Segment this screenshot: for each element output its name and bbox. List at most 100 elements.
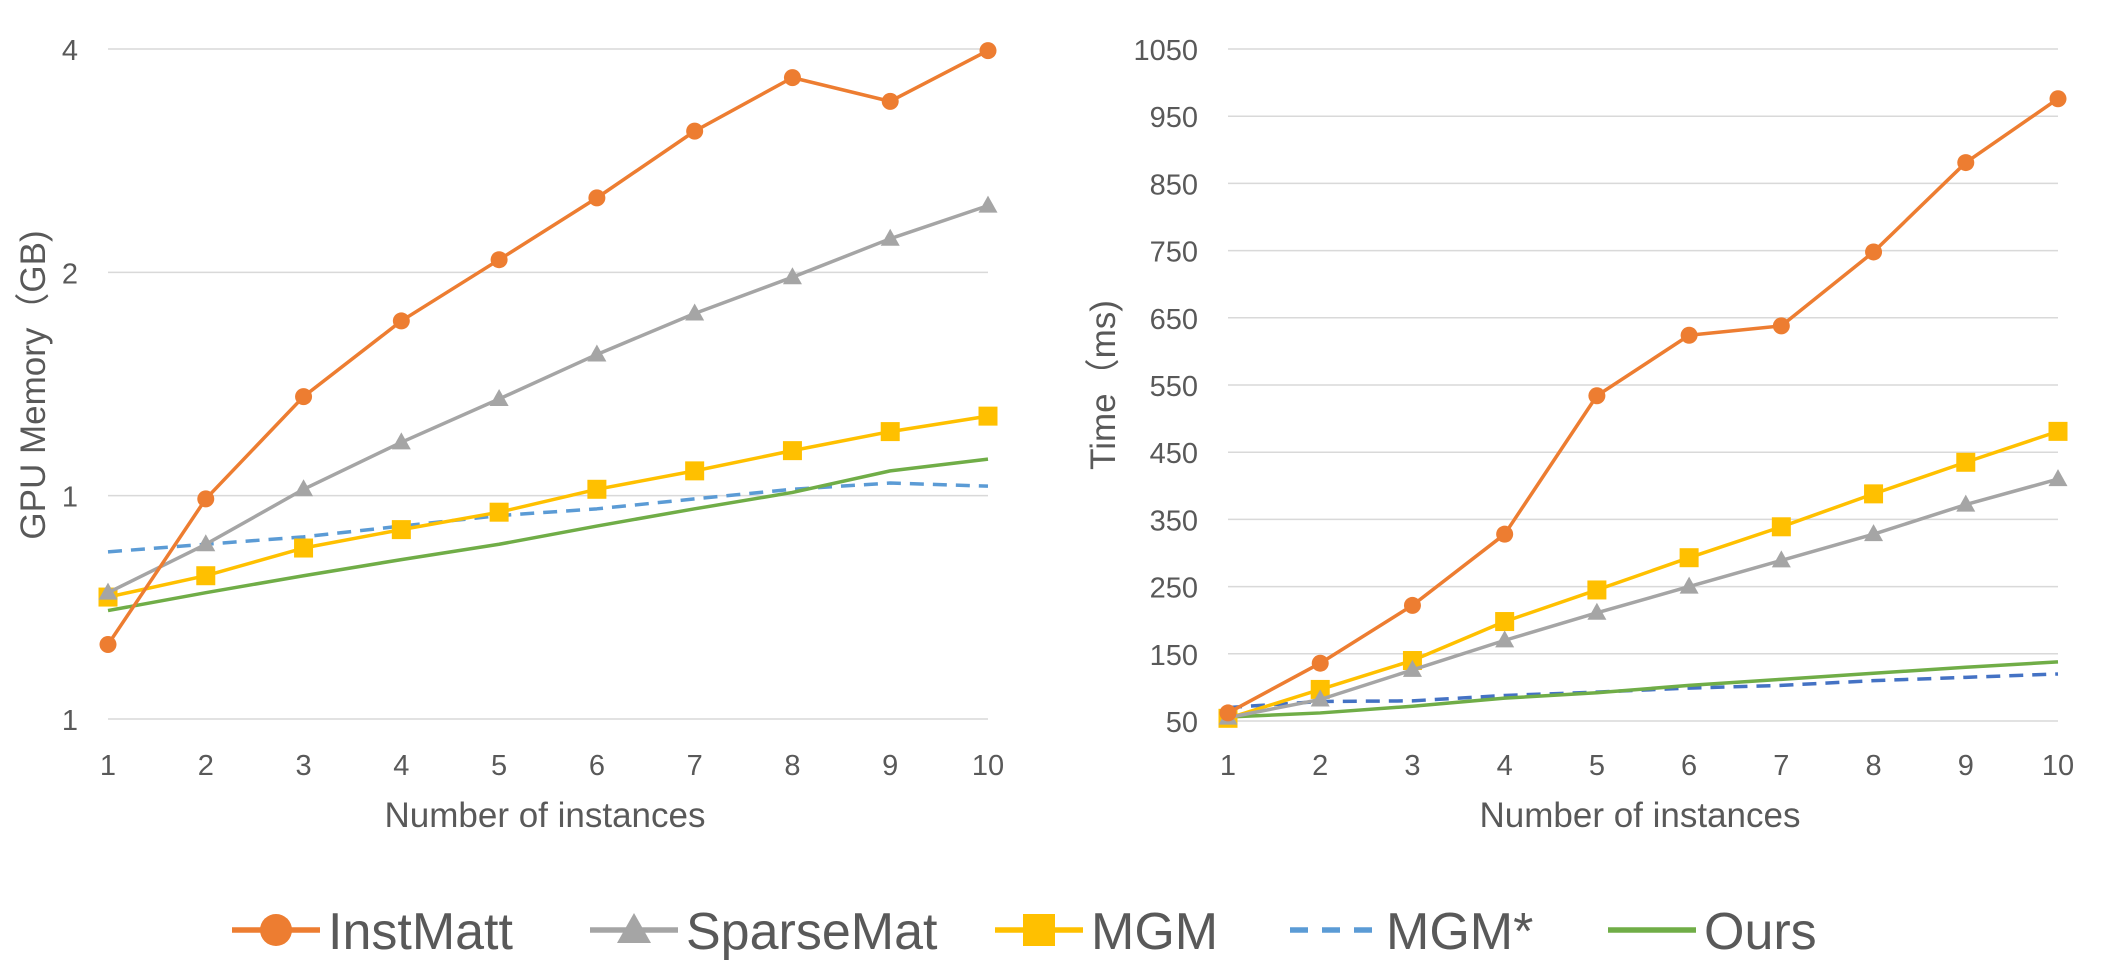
legend-label-sparsemat: SparseMat	[686, 903, 938, 961]
memory-point-sparsemat	[587, 344, 607, 362]
memory-point-mgm	[587, 479, 607, 499]
time-point-instmatt	[1865, 243, 1883, 261]
time-y-tick-label: 650	[1150, 304, 1198, 336]
time-line-ours	[1227, 660, 2059, 719]
time-x-tick-label: 3	[1404, 750, 1420, 782]
time-chart: 50 150 250 350 450 550 650 750 850 950 1050 1 2 3 4 5 6…	[1084, 35, 2074, 835]
memory-point-instmatt	[295, 388, 313, 406]
memory-y-tick-label: 1	[62, 705, 78, 737]
time-y-tick-label: 850	[1150, 169, 1198, 201]
memory-point-sparsemat	[880, 228, 900, 246]
memory-y-tick-label: 2	[62, 258, 78, 290]
memory-x-tick-label: 9	[882, 750, 898, 782]
memory-point-instmatt	[588, 189, 606, 207]
legend: InstMatt SparseMat MGM MGM* Ours	[232, 903, 1817, 961]
memory-point-sparsemat	[685, 303, 705, 321]
legend-item-ours: Ours	[1608, 903, 1817, 961]
time-series-mgm	[1218, 421, 2068, 728]
time-x-axis-label: Number of instances	[1480, 796, 1801, 835]
time-line-sparsemat	[1227, 477, 2059, 720]
memory-y-axis-label: GPU Memory（GB)	[14, 230, 53, 539]
memory-point-instmatt	[490, 251, 508, 269]
time-y-tick-label: 50	[1166, 707, 1198, 739]
time-point-instmatt	[1957, 154, 1975, 172]
memory-series-ours	[107, 457, 989, 613]
time-line-instmatt	[1227, 97, 2059, 715]
time-y-tick-label: 250	[1150, 573, 1198, 605]
time-point-instmatt	[1311, 654, 1329, 672]
memory-line-ours	[107, 457, 989, 613]
time-x-tick-label: 5	[1589, 750, 1605, 782]
legend-marker-sparsemat	[617, 913, 651, 943]
time-y-tick-label: 950	[1150, 102, 1198, 134]
time-y-ticks: 50 150 250 350 450 550 650 750 850 950 1050	[1133, 35, 1198, 739]
time-series	[1218, 90, 2068, 728]
memory-point-mgm	[978, 406, 998, 426]
memory-line-sparsemat	[107, 203, 989, 595]
time-point-sparsemat	[1310, 689, 1330, 707]
time-x-tick-label: 1	[1220, 750, 1236, 782]
memory-point-mgm	[294, 538, 314, 558]
memory-point-mgm	[685, 461, 705, 481]
time-point-instmatt	[1588, 387, 1606, 405]
time-x-tick-label: 2	[1312, 750, 1328, 782]
time-x-ticks: 1 2 3 4 5 6 7 8 9 10	[1220, 750, 2074, 782]
time-y-tick-label: 750	[1150, 237, 1198, 269]
memory-point-mgm	[489, 502, 509, 522]
time-point-sparsemat	[1495, 630, 1515, 648]
memory-series-mgm-star	[107, 481, 989, 554]
time-series-ours	[1227, 660, 2059, 719]
time-y-tick-label: 450	[1150, 438, 1198, 470]
time-point-sparsemat	[2048, 469, 2068, 487]
memory-x-tick-label: 1	[100, 750, 116, 782]
memory-y-tick-label: 4	[62, 35, 78, 67]
time-point-instmatt	[1496, 525, 1514, 543]
memory-series-instmatt	[99, 42, 997, 654]
time-y-tick-label: 150	[1150, 640, 1198, 672]
memory-y-tick-label: 1	[62, 482, 78, 514]
time-point-instmatt	[1680, 326, 1698, 344]
memory-x-axis-label: Number of instances	[385, 796, 706, 835]
memory-point-instmatt	[783, 69, 801, 87]
time-point-instmatt	[2049, 90, 2067, 108]
legend-label-mgm: MGM	[1091, 903, 1218, 961]
legend-item-mgm: MGM	[995, 903, 1218, 961]
time-point-sparsemat	[1402, 659, 1422, 677]
time-point-mgm	[1864, 484, 1884, 504]
memory-series-mgm	[98, 406, 998, 607]
memory-point-instmatt	[392, 312, 410, 330]
time-point-sparsemat	[1771, 550, 1791, 568]
time-point-mgm	[1679, 548, 1699, 568]
memory-point-sparsemat	[98, 582, 118, 600]
memory-series-sparsemat	[98, 195, 998, 600]
time-x-tick-label: 4	[1497, 750, 1513, 782]
memory-point-mgm	[880, 422, 900, 442]
memory-point-sparsemat	[391, 432, 411, 450]
time-x-tick-label: 10	[2042, 750, 2074, 782]
memory-point-mgm	[391, 520, 411, 540]
time-point-mgm	[2048, 421, 2068, 441]
memory-point-instmatt	[881, 92, 899, 110]
legend-marker-instmatt	[260, 914, 292, 946]
time-point-instmatt	[1403, 596, 1421, 614]
time-x-tick-label: 6	[1681, 750, 1697, 782]
time-series-sparsemat	[1218, 469, 2068, 725]
time-point-sparsemat	[1587, 602, 1607, 620]
time-point-sparsemat	[1956, 494, 1976, 512]
time-y-tick-label: 1050	[1133, 35, 1198, 67]
time-point-mgm	[1495, 612, 1515, 632]
memory-x-tick-label: 5	[491, 750, 507, 782]
time-point-instmatt	[1772, 317, 1790, 335]
time-point-mgm	[1956, 452, 1976, 472]
time-x-tick-label: 9	[1958, 750, 1974, 782]
memory-line-mgm-star	[107, 481, 989, 554]
memory-point-mgm	[782, 441, 802, 461]
time-x-tick-label: 7	[1773, 750, 1789, 782]
time-point-sparsemat	[1864, 524, 1884, 542]
memory-series	[98, 42, 998, 654]
memory-point-instmatt	[686, 122, 704, 140]
memory-line-mgm	[107, 414, 989, 599]
memory-grid	[108, 48, 988, 720]
